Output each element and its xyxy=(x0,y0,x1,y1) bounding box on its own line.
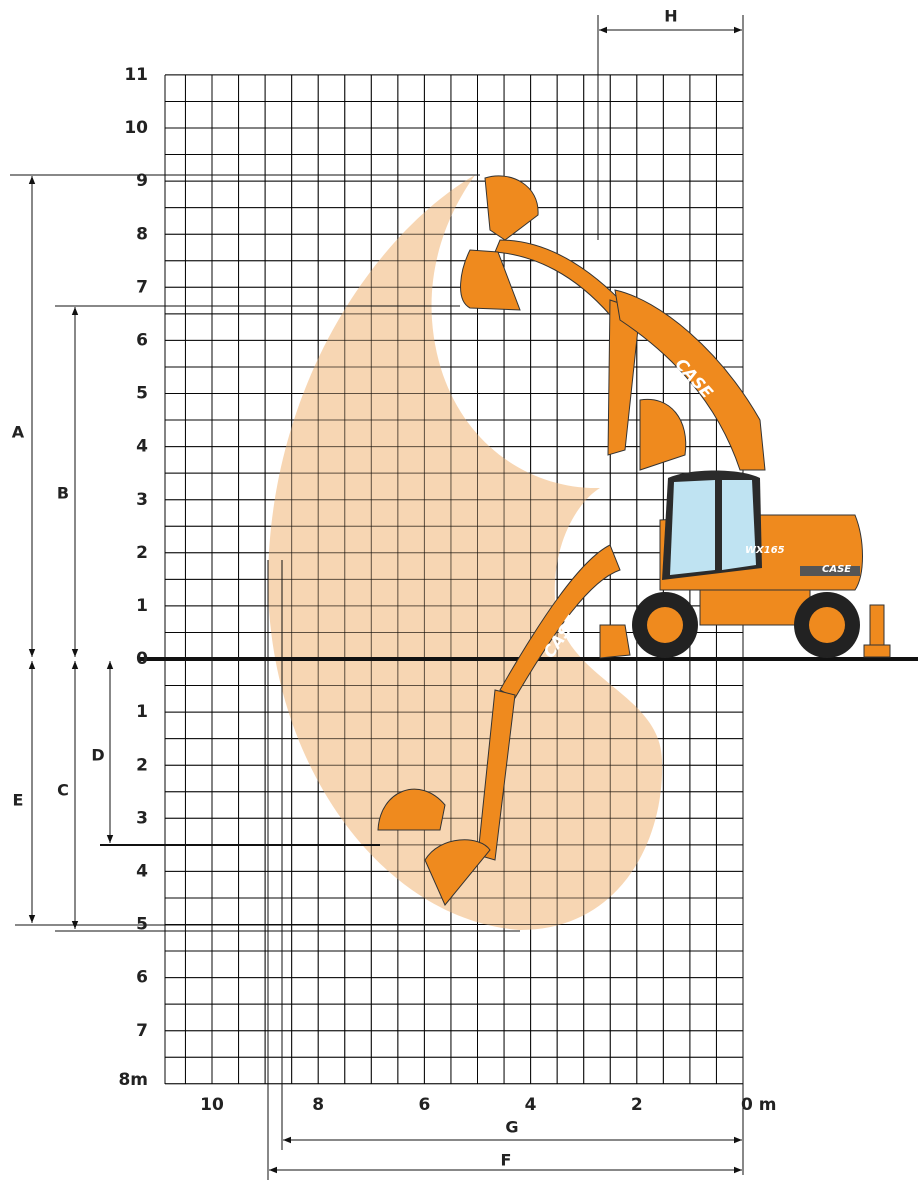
y-axis-label: 7 xyxy=(136,1021,148,1041)
x-axis-label: 4 xyxy=(525,1095,537,1115)
y-axis-label: 10 xyxy=(124,118,148,138)
y-axis-label: 6 xyxy=(136,331,148,351)
x-axis-label: 0 m xyxy=(741,1095,776,1115)
y-axis-label: 4 xyxy=(136,862,148,882)
y-axis-label: 3 xyxy=(136,490,148,510)
dimension-label: G xyxy=(505,1118,518,1137)
y-axis-label: 2 xyxy=(136,543,148,563)
y-axis-label: 2 xyxy=(136,755,148,775)
dimension-label: F xyxy=(501,1151,512,1170)
dimension-label: H xyxy=(664,7,677,26)
dimension-label: A xyxy=(12,423,25,442)
y-axis-label: 5 xyxy=(136,915,148,935)
x-axis-label: 10 xyxy=(200,1095,224,1115)
working-range-diagram: A B C D E F G H CASE CASE WX165 CASE xyxy=(0,0,918,1182)
dimension-label: E xyxy=(13,791,24,810)
y-axis-label: 8m xyxy=(118,1070,148,1090)
dimension-label: B xyxy=(57,484,69,503)
x-axis-label: 8 xyxy=(312,1095,324,1115)
y-axis-label: 9 xyxy=(136,171,148,191)
y-axis-label: 11 xyxy=(124,65,148,85)
machine-label: WX165 xyxy=(745,545,785,556)
machine-label: CASE xyxy=(822,564,851,575)
dimension-label: C xyxy=(57,781,69,800)
y-axis-label: 8 xyxy=(136,224,148,244)
y-axis-label: 1 xyxy=(136,596,148,616)
y-axis-label: 1 xyxy=(136,702,148,722)
y-axis-label: 4 xyxy=(136,437,148,457)
y-axis-label: 7 xyxy=(136,277,148,297)
y-axis-label: 3 xyxy=(136,808,148,828)
y-axis-label: 5 xyxy=(136,384,148,404)
x-axis-label: 2 xyxy=(631,1095,643,1115)
x-axis-label: 6 xyxy=(418,1095,430,1115)
y-axis-label: 0 xyxy=(136,649,148,669)
y-axis-label: 6 xyxy=(136,968,148,988)
dimension-label: D xyxy=(91,746,104,765)
